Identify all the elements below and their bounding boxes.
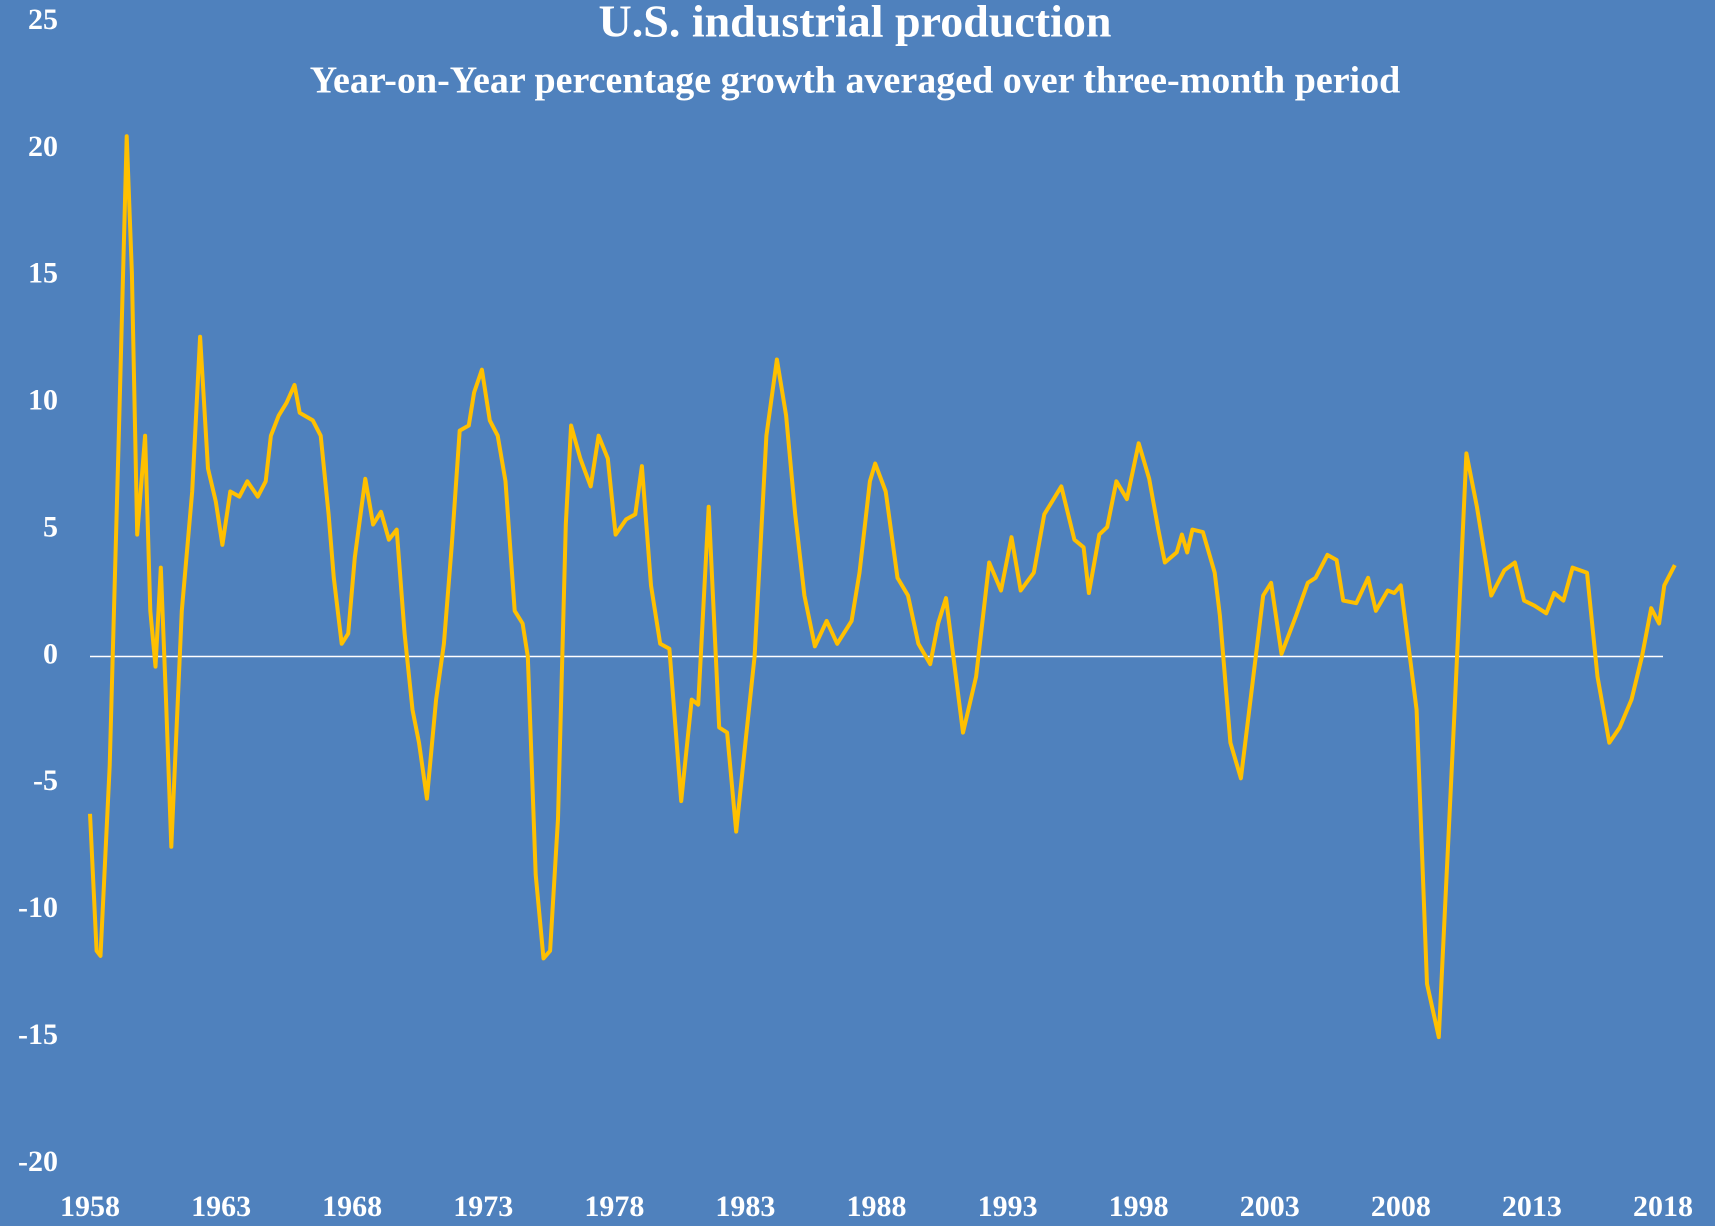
y-tick-label: -10 — [18, 891, 58, 924]
x-tick-label: 1963 — [191, 1190, 251, 1223]
y-tick-label: 10 — [28, 384, 58, 417]
y-tick-label: 25 — [28, 3, 58, 36]
y-tick-label: -20 — [18, 1145, 58, 1178]
x-tick-label: 1968 — [322, 1190, 382, 1223]
x-tick-label: 1988 — [847, 1190, 907, 1223]
y-tick-label: 15 — [28, 257, 58, 290]
chart-title: U.S. industrial production — [599, 0, 1112, 47]
y-tick-label: 0 — [43, 637, 58, 670]
x-tick-label: 1973 — [453, 1190, 513, 1223]
x-tick-label: 1978 — [584, 1190, 644, 1223]
chart-subtitle: Year-on-Year percentage growth averaged … — [310, 60, 1401, 102]
data-line — [88, 134, 1677, 1040]
x-tick-label: 2003 — [1240, 1190, 1300, 1223]
x-tick-label: 2013 — [1502, 1190, 1562, 1223]
x-tick-label: 1998 — [1109, 1190, 1169, 1223]
x-tick-label: 1983 — [715, 1190, 775, 1223]
y-tick-label: 20 — [28, 130, 58, 163]
x-tick-label: 1958 — [60, 1190, 120, 1223]
y-tick-label: -5 — [33, 764, 58, 797]
y-tick-label: 5 — [43, 510, 58, 543]
x-tick-label: 2018 — [1633, 1190, 1693, 1223]
y-tick-label: -15 — [18, 1018, 58, 1051]
x-tick-label: 2008 — [1371, 1190, 1431, 1223]
x-tick-label: 1993 — [978, 1190, 1038, 1223]
